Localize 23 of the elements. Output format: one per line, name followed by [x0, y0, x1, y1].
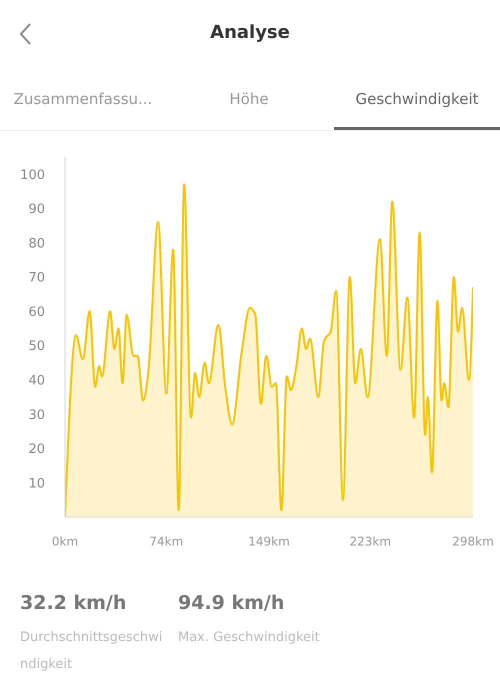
x-tick-label: 298km — [452, 534, 494, 549]
y-tick-label: 10 — [28, 476, 45, 492]
text: 32.2 km/h — [20, 592, 126, 614]
text: Max. Geschwindigkeit — [178, 629, 320, 647]
y-tick-label: 30 — [28, 408, 45, 423]
y-tick-label: 90 — [28, 202, 45, 218]
y-tick-label: 100 — [20, 168, 45, 183]
text: Höhe — [228, 90, 270, 108]
x-tick-label: 0km — [52, 534, 78, 549]
text: Durchschnittsgeschwindigkeit — [20, 629, 164, 674]
x-tick-label: 74km — [149, 534, 184, 549]
chart-title: Analyse — [209, 22, 291, 43]
y-tick-label: 20 — [28, 442, 45, 458]
y-tick-label: 40 — [28, 373, 45, 388]
x-tick-label: 149km — [248, 534, 290, 549]
y-tick-label: 70 — [28, 270, 45, 286]
y-tick-label: 80 — [28, 236, 45, 252]
y-tick-label: 60 — [28, 304, 45, 320]
x-tick-label: 223km — [350, 534, 392, 549]
y-tick-label: 50 — [28, 339, 45, 354]
text: Geschwindigkeit — [354, 90, 480, 108]
text: Zusammenfassu... — [12, 90, 154, 108]
text: 94.9 km/h — [178, 592, 284, 614]
